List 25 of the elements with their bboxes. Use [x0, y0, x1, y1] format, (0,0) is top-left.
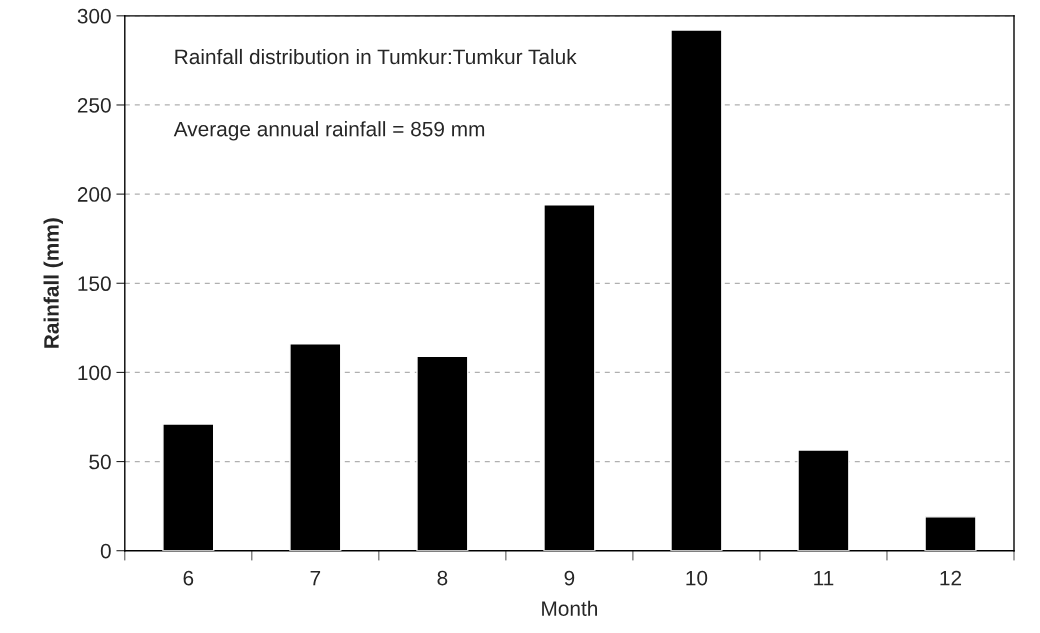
- y-tick-label: 100: [78, 365, 111, 381]
- x-tick-label: 12: [940, 570, 962, 586]
- y-axis-title: Rainfall (mm): [43, 218, 63, 348]
- x-tick-label: 7: [310, 570, 321, 586]
- bar: [543, 204, 596, 551]
- x-tick-label: 9: [564, 570, 575, 586]
- y-tick-label: 250: [77, 97, 111, 113]
- x-tick-label: 11: [814, 570, 834, 586]
- y-tick-label: 200: [77, 187, 111, 202]
- y-tick-label: 0: [100, 543, 111, 559]
- x-tick-label: 8: [437, 570, 448, 586]
- x-axis-title: Month: [542, 600, 597, 616]
- x-tick-label: 6: [183, 570, 194, 586]
- annotation: Rainfall distribution in Tumkur:Tumkur Taluk: [175, 48, 577, 65]
- x-tick-label: 10: [686, 570, 708, 586]
- bar: [670, 29, 723, 551]
- y-tick-label: 300: [77, 8, 111, 24]
- bar: [289, 343, 342, 551]
- bar: [797, 449, 850, 551]
- y-tick-label: 150: [78, 276, 111, 292]
- bar: [162, 423, 215, 551]
- bar: [416, 355, 469, 551]
- bar: [924, 516, 977, 551]
- annotation: Average annual rainfall = 859 mm: [173, 121, 485, 141]
- y-tick-label: 50: [89, 454, 111, 470]
